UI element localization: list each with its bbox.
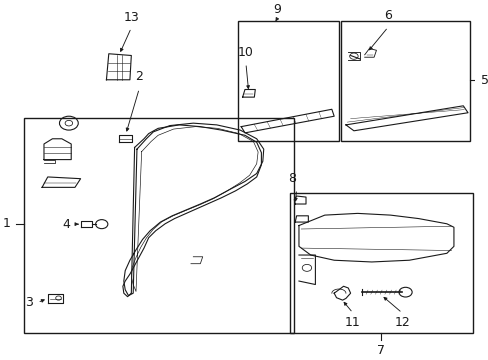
Text: 13: 13 (123, 10, 139, 23)
Bar (289, 193, 472, 333)
Text: 11: 11 (345, 316, 360, 329)
Text: 7: 7 (376, 343, 385, 356)
Text: 10: 10 (238, 46, 253, 59)
Text: 3: 3 (25, 296, 33, 309)
Bar (238, 21, 338, 140)
Text: 9: 9 (272, 3, 280, 16)
Text: 5: 5 (480, 74, 488, 87)
Text: 8: 8 (287, 172, 295, 185)
Bar (24, 118, 294, 333)
Text: 2: 2 (135, 70, 143, 83)
Text: 1: 1 (2, 217, 10, 230)
Bar (341, 21, 469, 140)
Text: 12: 12 (394, 316, 409, 329)
Text: 4: 4 (62, 218, 70, 231)
Text: 6: 6 (384, 9, 391, 22)
